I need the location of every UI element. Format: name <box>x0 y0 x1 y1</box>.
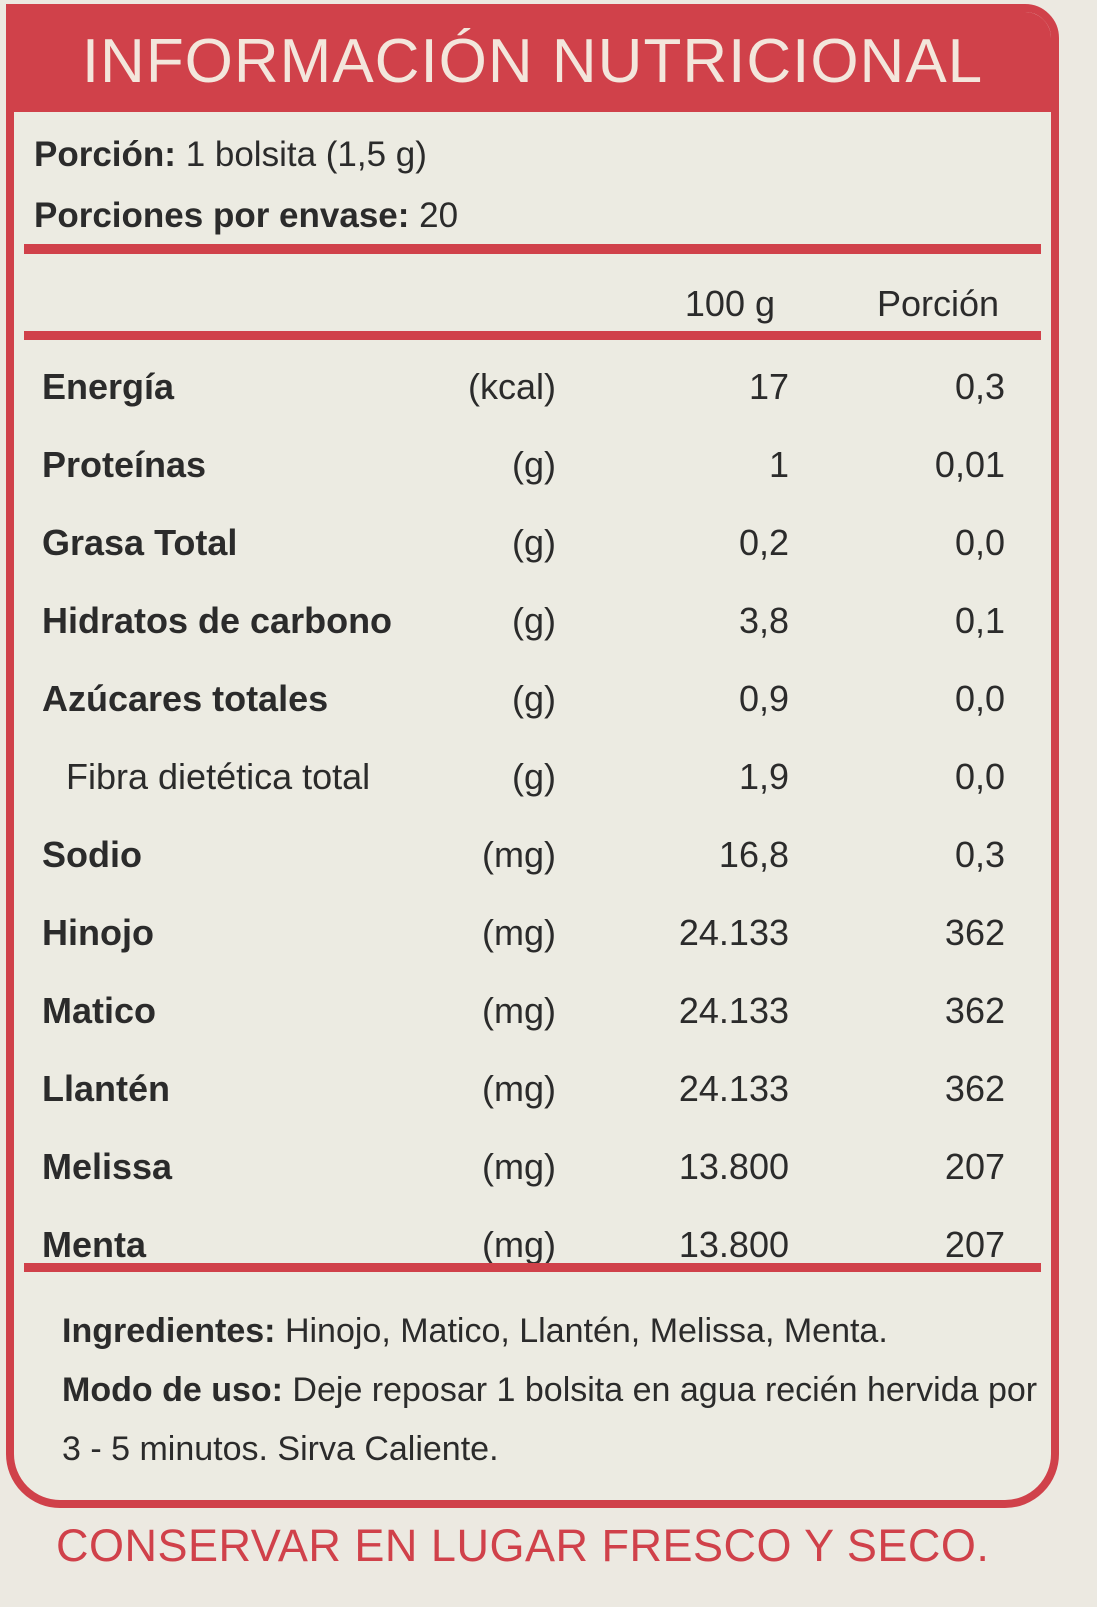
nutrient-row: Llantén (mg) 24.133 362 <box>14 1050 1051 1128</box>
nutrient-unit: (g) <box>512 522 556 563</box>
nutrient-unit: (g) <box>512 756 556 797</box>
nutrient-row: Hinojo (mg) 24.133 362 <box>14 894 1051 972</box>
ingredients-label: Ingredientes: <box>62 1312 276 1350</box>
serving-size-value: 1 bolsita (1,5 g) <box>185 135 427 174</box>
column-header-portion: Porción <box>876 283 999 324</box>
usage-label: Modo de uso: <box>62 1371 283 1409</box>
serving-size: Porción: 1 bolsita (1,5 g) <box>34 124 1044 185</box>
nutrient-row: Grasa Total (g) 0,2 0,0 <box>14 504 1051 582</box>
nutrient-unit: (mg) <box>482 1146 556 1187</box>
nutrient-name: Fibra dietética total <box>66 756 371 797</box>
nutrient-row: Matico (mg) 24.133 362 <box>14 972 1051 1050</box>
nutrient-name: Llantén <box>42 1068 171 1109</box>
storage-note: CONSERVAR EN LUGAR FRESCO Y SECO. <box>56 1520 990 1571</box>
nutrient-row: Azúcares totales (g) 0,9 0,0 <box>14 660 1051 738</box>
nutrient-unit: (mg) <box>482 990 556 1031</box>
nutrient-row: Melissa (mg) 13.800 207 <box>14 1128 1051 1206</box>
nutrient-unit: (mg) <box>482 912 556 953</box>
nutrient-row: Sodio (mg) 16,8 0,3 <box>14 816 1051 894</box>
serving-info: Porción: 1 bolsita (1,5 g) Porciones por… <box>34 124 1044 246</box>
nutrient-value-100g: 24.133 <box>678 912 789 953</box>
nutrient-value-100g: 16,8 <box>718 834 789 875</box>
nutrient-value-100g: 13.800 <box>678 1224 789 1265</box>
nutrient-row: Proteínas (g) 1 0,01 <box>14 426 1051 504</box>
nutrient-value-100g: 17 <box>748 366 789 407</box>
nutrient-row: Hidratos de carbono (g) 3,8 0,1 <box>14 582 1051 660</box>
divider-ingredients <box>24 1263 1041 1272</box>
nutrient-value-portion: 207 <box>944 1146 1005 1187</box>
nutrient-value-portion: 0,0 <box>954 678 1005 719</box>
nutrient-name: Hinojo <box>42 912 154 953</box>
nutrient-value-100g: 24.133 <box>678 1068 789 1109</box>
nutrient-name: Energía <box>42 366 175 407</box>
nutrient-value-portion: 362 <box>944 990 1005 1031</box>
nutrient-row: Energía (kcal) 17 0,3 <box>14 348 1051 426</box>
nutrient-value-100g: 1 <box>768 444 789 485</box>
nutrient-name: Proteínas <box>42 444 207 485</box>
serving-size-label: Porción: <box>34 135 176 174</box>
nutrient-name: Matico <box>42 990 157 1031</box>
nutrient-value-100g: 13.800 <box>678 1146 789 1187</box>
nutrient-name: Menta <box>42 1224 147 1265</box>
nutrient-value-100g: 1,9 <box>738 756 789 797</box>
usage-line: Modo de uso: Deje reposar 1 bolsita en a… <box>62 1361 1042 1479</box>
nutrient-value-portion: 0,0 <box>954 756 1005 797</box>
divider-serving <box>24 244 1041 254</box>
nutrient-value-portion: 0,3 <box>954 834 1005 875</box>
nutrient-name: Azúcares totales <box>42 678 329 719</box>
nutrient-unit: (g) <box>512 678 556 719</box>
nutrient-value-portion: 207 <box>944 1224 1005 1265</box>
nutrient-value-portion: 362 <box>944 912 1005 953</box>
nutrient-row: Menta (mg) 13.800 207 <box>14 1206 1051 1284</box>
servings-per-container: Porciones por envase: 20 <box>34 185 1044 246</box>
ingredients-line: Ingredientes: Hinojo, Matico, Llantén, M… <box>62 1302 1042 1361</box>
nutrient-value-100g: 0,9 <box>738 678 789 719</box>
ingredients-section: Ingredientes: Hinojo, Matico, Llantén, M… <box>62 1302 1042 1479</box>
nutrient-value-portion: 0,1 <box>954 600 1005 641</box>
nutrient-unit: (mg) <box>482 1224 556 1265</box>
nutrient-row: Fibra dietética total (g) 1,9 0,0 <box>14 738 1051 816</box>
nutrient-unit: (mg) <box>482 834 556 875</box>
servings-per-container-label: Porciones por envase: <box>34 196 410 235</box>
nutrient-name: Grasa Total <box>42 522 238 563</box>
nutrient-unit: (kcal) <box>468 366 556 407</box>
nutrient-value-100g: 0,2 <box>738 522 789 563</box>
nutrient-unit: (g) <box>512 444 556 485</box>
nutrient-name: Melissa <box>42 1146 173 1187</box>
column-header-100g: 100 g <box>684 283 775 324</box>
ingredients-text: Hinojo, Matico, Llantén, Melissa, Menta. <box>284 1312 888 1350</box>
nutrient-value-portion: 0,01 <box>934 444 1005 485</box>
nutrient-unit: (g) <box>512 600 556 641</box>
nutrient-value-portion: 0,0 <box>954 522 1005 563</box>
panel-title: INFORMACIÓN NUTRICIONAL <box>14 12 1051 112</box>
divider-columns <box>24 331 1041 340</box>
nutrient-value-100g: 24.133 <box>678 990 789 1031</box>
nutrient-name: Sodio <box>42 834 142 875</box>
nutrition-panel: INFORMACIÓN NUTRICIONAL Porción: 1 bolsi… <box>6 4 1059 1508</box>
nutrient-unit: (mg) <box>482 1068 556 1109</box>
nutrient-value-portion: 0,3 <box>954 366 1005 407</box>
nutrient-value-100g: 3,8 <box>738 600 789 641</box>
servings-per-container-value: 20 <box>419 196 459 235</box>
usage-text: Deje reposar 1 bolsita en agua recién he… <box>62 1371 1038 1468</box>
nutrient-value-portion: 362 <box>944 1068 1005 1109</box>
nutrient-name: Hidratos de carbono <box>42 600 393 641</box>
